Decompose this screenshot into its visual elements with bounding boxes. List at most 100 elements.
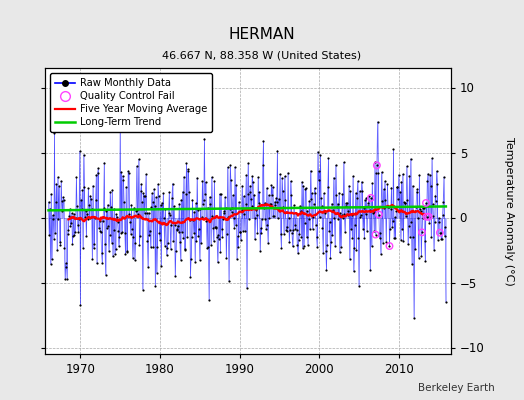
- Point: [121, 251, 129, 257]
- Point: [245, 188, 254, 195]
- Point: [85, 202, 93, 208]
- Point: [427, 234, 435, 241]
- Point: [188, 197, 196, 203]
- Point: [365, 207, 374, 213]
- Point: [112, 211, 121, 218]
- Point: [316, 152, 325, 158]
- Point: [419, 215, 428, 222]
- Point: [187, 274, 195, 280]
- Point: [89, 182, 97, 189]
- Point: [343, 200, 351, 206]
- Point: [387, 206, 395, 212]
- Point: [351, 221, 359, 228]
- Point: [130, 204, 138, 211]
- Point: [379, 240, 387, 246]
- Point: [182, 191, 190, 198]
- Point: [434, 236, 442, 243]
- Point: [275, 205, 283, 212]
- Point: [73, 203, 81, 209]
- Point: [106, 189, 114, 195]
- Point: [399, 171, 407, 178]
- Point: [231, 164, 239, 170]
- Point: [222, 204, 230, 211]
- Point: [312, 221, 320, 228]
- Point: [59, 194, 67, 200]
- Point: [138, 286, 147, 293]
- Point: [294, 237, 303, 243]
- Point: [232, 222, 240, 228]
- Point: [424, 214, 433, 220]
- Point: [121, 230, 129, 236]
- Point: [273, 147, 281, 154]
- Point: [319, 250, 328, 256]
- Point: [92, 172, 101, 178]
- Point: [60, 245, 69, 252]
- Point: [374, 170, 383, 176]
- Point: [356, 214, 365, 220]
- Point: [125, 210, 134, 217]
- Point: [63, 231, 72, 237]
- Point: [223, 230, 231, 237]
- Point: [50, 130, 59, 136]
- Point: [277, 244, 286, 251]
- Point: [82, 232, 91, 239]
- Point: [327, 238, 335, 245]
- Point: [198, 178, 206, 185]
- Point: [125, 170, 133, 176]
- Point: [120, 199, 128, 205]
- Point: [304, 242, 312, 248]
- Point: [355, 282, 363, 289]
- Point: [45, 232, 53, 238]
- Point: [233, 233, 242, 240]
- Point: [181, 246, 189, 252]
- Point: [102, 208, 111, 214]
- Point: [246, 182, 254, 189]
- Point: [292, 226, 301, 233]
- Point: [281, 197, 290, 204]
- Point: [392, 208, 400, 214]
- Point: [303, 208, 311, 214]
- Point: [252, 206, 260, 213]
- Point: [145, 210, 153, 216]
- Point: [255, 189, 264, 196]
- Point: [189, 216, 198, 223]
- Point: [424, 214, 433, 220]
- Point: [83, 216, 92, 222]
- Point: [302, 185, 310, 192]
- Point: [233, 256, 241, 262]
- Point: [108, 187, 116, 193]
- Point: [338, 191, 346, 198]
- Point: [373, 162, 381, 168]
- Point: [77, 197, 85, 203]
- Point: [304, 216, 313, 222]
- Point: [414, 254, 423, 261]
- Point: [260, 200, 269, 206]
- Point: [400, 199, 408, 205]
- Point: [133, 163, 141, 170]
- Point: [202, 179, 210, 186]
- Point: [247, 196, 255, 202]
- Point: [134, 210, 142, 217]
- Point: [418, 229, 426, 236]
- Point: [311, 190, 319, 196]
- Point: [350, 268, 358, 275]
- Point: [437, 236, 445, 242]
- Point: [267, 201, 275, 207]
- Point: [96, 228, 104, 234]
- Point: [84, 185, 93, 191]
- Point: [208, 213, 216, 220]
- Point: [397, 178, 406, 185]
- Point: [277, 231, 285, 237]
- Point: [213, 259, 222, 266]
- Point: [54, 216, 63, 222]
- Point: [402, 212, 410, 219]
- Point: [272, 195, 280, 202]
- Point: [320, 190, 328, 196]
- Point: [250, 191, 258, 198]
- Point: [380, 178, 389, 184]
- Point: [305, 226, 314, 232]
- Point: [135, 242, 144, 248]
- Point: [284, 170, 292, 176]
- Point: [147, 204, 156, 210]
- Point: [71, 228, 79, 235]
